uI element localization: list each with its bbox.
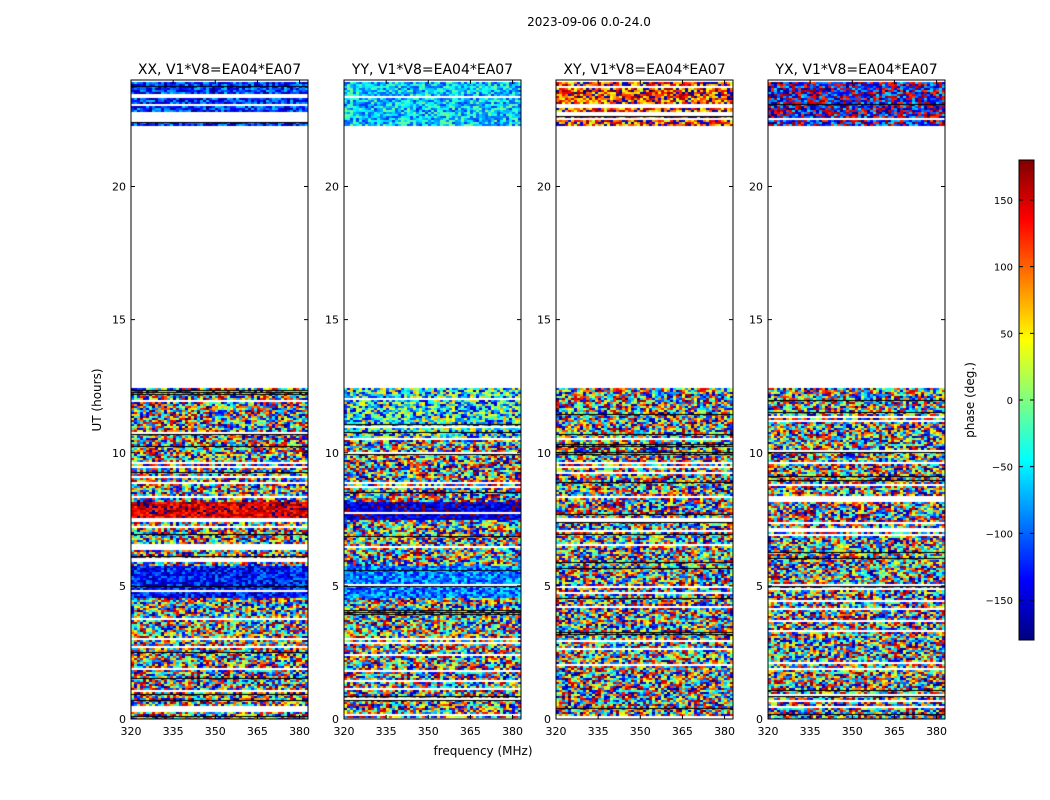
y-tick-label-0-5: 5 <box>119 580 126 593</box>
y-axis-label: UT (hours) <box>90 368 104 431</box>
x-tick-label-2-335: 335 <box>588 725 609 738</box>
colorbar: −150 −100 −50 0 50 100 150 <box>986 159 1035 641</box>
y-tick-label-2-5: 5 <box>544 580 551 593</box>
panel-frame-3 <box>767 79 946 720</box>
x-tick-label-0-365: 365 <box>247 725 268 738</box>
x-tick-label-0-320: 320 <box>121 725 142 738</box>
x-tick-label-1-380: 380 <box>502 725 523 738</box>
x-tick-label-1-365: 365 <box>460 725 481 738</box>
x-tick-label-2-350: 350 <box>630 725 651 738</box>
colorbar-tick-label-6: 150 <box>994 196 1013 207</box>
colorbar-tick-label-5: 100 <box>994 263 1013 274</box>
panel-3: YX, V1*V8=EA04*EA07 320 335 350 365 380 0 5 10 15… <box>749 62 947 738</box>
y-tick-label-0-15: 15 <box>112 314 126 327</box>
heatmap-1 <box>344 80 521 719</box>
panel-frame-2 <box>555 79 734 720</box>
panel-1: YY, V1*V8=EA04*EA07 320 335 350 365 380 0 5 10 15… <box>325 62 523 738</box>
figure-title: 2023-09-06 0.0-24.0 <box>527 15 651 29</box>
panel-frame-0 <box>130 79 309 720</box>
y-tick-label-1-20: 20 <box>325 181 339 194</box>
x-tick-label-2-320: 320 <box>546 725 567 738</box>
x-tick-label-3-365: 365 <box>884 725 905 738</box>
y-tick-label-1-5: 5 <box>332 580 339 593</box>
colorbar-tick-label-0: −150 <box>986 596 1013 607</box>
x-tick-label-2-380: 380 <box>714 725 735 738</box>
colorbar-tick-label-3: 0 <box>1007 396 1013 407</box>
colorbar-label: phase (deg.) <box>963 362 977 438</box>
y-tick-label-2-0: 0 <box>544 713 551 726</box>
x-tick-label-1-320: 320 <box>334 725 355 738</box>
y-tick-label-2-15: 15 <box>537 314 551 327</box>
y-tick-label-0-0: 0 <box>119 713 126 726</box>
y-tick-label-0-20: 20 <box>112 181 126 194</box>
panel-title-3: YX, V1*V8=EA04*EA07 <box>774 62 937 78</box>
x-tick-label-0-335: 335 <box>163 725 184 738</box>
x-tick-label-3-350: 350 <box>842 725 863 738</box>
x-tick-label-0-350: 350 <box>205 725 226 738</box>
panel-title-0: XX, V1*V8=EA04*EA07 <box>138 62 301 78</box>
y-tick-label-3-10: 10 <box>749 447 763 460</box>
colorbar-tick-label-1: −100 <box>986 529 1013 540</box>
y-tick-label-0-10: 10 <box>112 447 126 460</box>
y-tick-label-1-0: 0 <box>332 713 339 726</box>
heatmap-0 <box>131 80 308 719</box>
x-tick-label-0-380: 380 <box>289 725 310 738</box>
y-tick-label-2-10: 10 <box>537 447 551 460</box>
y-tick-label-3-15: 15 <box>749 314 763 327</box>
y-tick-label-2-20: 20 <box>537 181 551 194</box>
x-tick-label-1-335: 335 <box>376 725 397 738</box>
x-tick-label-3-335: 335 <box>800 725 821 738</box>
heatmap-2 <box>556 80 733 719</box>
x-axis-label: frequency (MHz) <box>433 744 532 758</box>
panel-2: XY, V1*V8=EA04*EA07 320 335 350 365 380 0 5 10 15… <box>537 62 735 738</box>
x-tick-label-3-320: 320 <box>758 725 779 738</box>
x-tick-label-3-380: 380 <box>926 725 947 738</box>
y-tick-label-3-5: 5 <box>756 580 763 593</box>
y-tick-label-3-20: 20 <box>749 181 763 194</box>
panel-0: XX, V1*V8=EA04*EA07 320 335 350 365 380 0 5 10 15… <box>112 62 310 738</box>
panel-title-2: XY, V1*V8=EA04*EA07 <box>563 62 725 78</box>
panel-title-1: YY, V1*V8=EA04*EA07 <box>351 62 513 78</box>
y-tick-label-1-10: 10 <box>325 447 339 460</box>
y-tick-label-1-15: 15 <box>325 314 339 327</box>
x-tick-label-1-350: 350 <box>418 725 439 738</box>
x-tick-label-2-365: 365 <box>672 725 693 738</box>
heatmap-3 <box>768 80 945 719</box>
y-tick-label-3-0: 0 <box>756 713 763 726</box>
panels: XX, V1*V8=EA04*EA07 320 335 350 365 380 0 5 10 15… <box>112 62 947 738</box>
panel-frame-1 <box>343 79 522 720</box>
colorbar-tick-label-4: 50 <box>1000 329 1013 340</box>
colorbar-tick-label-2: −50 <box>992 463 1013 474</box>
